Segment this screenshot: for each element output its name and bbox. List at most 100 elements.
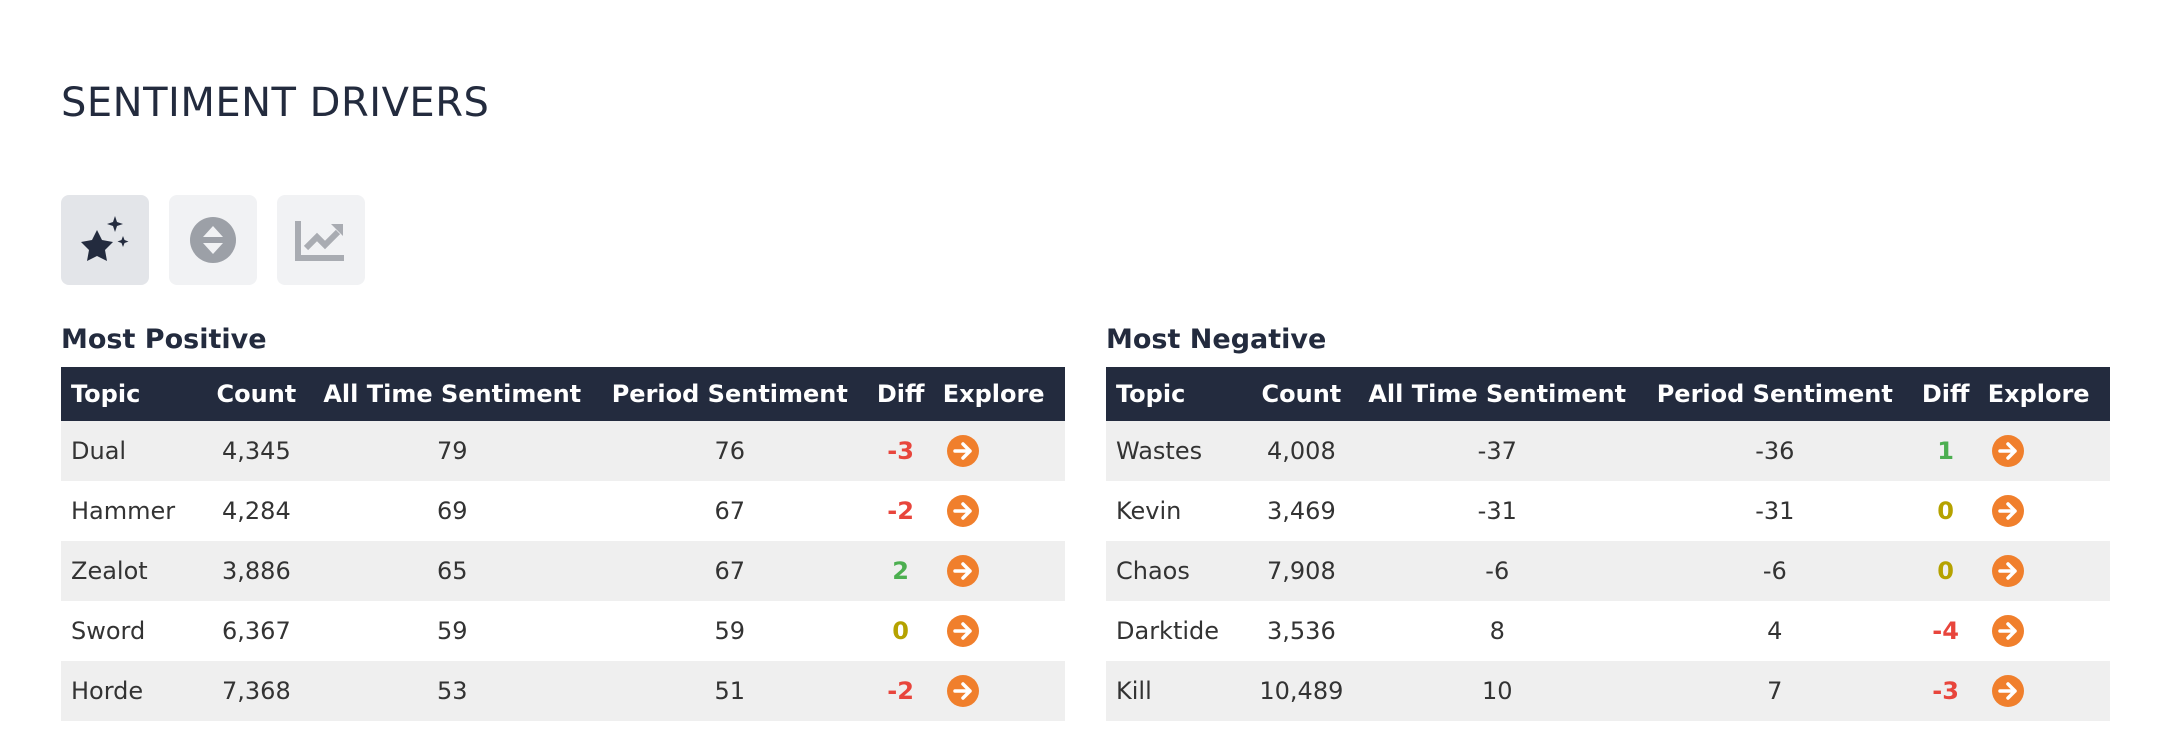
sort-icon <box>190 217 236 263</box>
table-cell: 8 <box>1489 617 1505 645</box>
table-cell: 4 <box>1767 617 1783 645</box>
favorites-button[interactable] <box>61 195 149 285</box>
table-cell: Wastes <box>1106 421 1245 481</box>
table-cell: Hammer <box>71 497 176 525</box>
table-cell: 10,489 <box>1244 661 1359 721</box>
table-panel: Most Negative Topic Count All Time Sentimen… <box>1106 324 2110 721</box>
table-row: Dual 4,345 79 76 -3 <box>61 421 1065 481</box>
table-head: Topic Count All Time Sentiment Period Senti… <box>1106 367 2110 421</box>
table-cell: Kill <box>1106 661 1245 721</box>
table-title: Most Positive <box>61 324 267 355</box>
table-cell: 10 <box>1358 661 1637 721</box>
column-header: Topic <box>61 367 200 421</box>
explore-cell <box>932 661 1065 721</box>
page-title: SENTIMENT DRIVERS <box>61 80 490 126</box>
diff-cell: 0 <box>1913 541 1978 601</box>
table-row: Chaos 7,908 -6 -6 0 <box>1106 541 2110 601</box>
explore-cell <box>1978 481 2110 541</box>
column-header: Count <box>199 367 314 421</box>
table-cell: 65 <box>313 541 592 601</box>
table-cell: 67 <box>591 541 869 601</box>
explore-button[interactable] <box>1991 434 2025 468</box>
explore-button[interactable] <box>1991 494 2025 528</box>
explore-button[interactable] <box>946 554 980 588</box>
table-cell: 7 <box>1636 661 1914 721</box>
table-title: Most Negative <box>1106 324 1327 355</box>
table-row: Kevin 3,469 -31 -31 0 <box>1106 481 2110 541</box>
table-body: Dual 4,345 79 76 -3 Hammer 4,284 69 67 -2 Zealot 3,… <box>61 421 1065 721</box>
table-cell: Darktide <box>1116 617 1220 645</box>
table-cell: 4,008 <box>1244 421 1359 481</box>
column-header: Explore <box>932 367 1065 421</box>
table-body: Wastes 4,008 -37 -36 1 Kevin 3,469 -31 -31 0 Chaos… <box>1106 421 2110 721</box>
diff-cell: -4 <box>1932 617 1959 645</box>
diff-cell: 0 <box>892 617 909 645</box>
table-cell: -6 <box>1358 541 1637 601</box>
table-row: Darktide 3,536 8 4 -4 <box>1106 601 2110 661</box>
explore-cell <box>1977 421 2110 481</box>
table-cell: Zealot <box>61 541 200 601</box>
column-header: Diff <box>1913 367 1978 421</box>
data-table: Topic Count All Time Sentiment Period Senti… <box>1106 367 2110 721</box>
diff-cell: -3 <box>1913 661 1978 721</box>
data-table: Topic Count All Time Sentiment Period Senti… <box>61 367 1065 721</box>
table-cell: 3,469 <box>1267 497 1336 525</box>
table-cell: Dual <box>61 421 200 481</box>
star-icon <box>81 216 129 261</box>
table-cell: 3,536 <box>1267 617 1336 645</box>
diff-cell: -3 <box>868 421 933 481</box>
table-panel: Most Positive Topic Count All Time Sentimen… <box>61 324 1065 721</box>
explore-button[interactable] <box>946 494 980 528</box>
table-cell: 59 <box>436 617 468 645</box>
table-cell: -31 <box>1755 497 1795 525</box>
explore-button[interactable] <box>1991 554 2025 588</box>
column-header: Diff <box>868 367 933 421</box>
table-cell: 4,284 <box>222 497 291 525</box>
table-cell: 69 <box>436 497 468 525</box>
table-cell: Sword <box>71 617 146 645</box>
column-header: Explore <box>1977 367 2110 421</box>
header-row: Topic Count All Time Sentiment Period Senti… <box>61 367 1065 421</box>
diff-cell: 2 <box>868 541 933 601</box>
column-header: Topic <box>1106 367 1245 421</box>
table-cell: -36 <box>1636 421 1914 481</box>
explore-cell <box>933 481 1065 541</box>
explore-cell <box>1977 541 2110 601</box>
table-cell: Chaos <box>1106 541 1245 601</box>
column-header: Period Sentiment <box>1636 367 1914 421</box>
header-row: Topic Count All Time Sentiment Period Senti… <box>1106 367 2110 421</box>
table-cell: 51 <box>591 661 869 721</box>
trend-button[interactable] <box>277 195 365 285</box>
diff-cell: -2 <box>887 497 914 525</box>
explore-button[interactable] <box>946 674 980 708</box>
explore-button[interactable] <box>946 434 980 468</box>
table-cell: 79 <box>313 421 592 481</box>
explore-button[interactable] <box>1991 674 2025 708</box>
diff-cell: -2 <box>868 661 933 721</box>
table-cell: 3,886 <box>199 541 314 601</box>
explore-cell <box>932 541 1065 601</box>
trend-icon <box>295 221 344 261</box>
table-cell: -31 <box>1477 497 1517 525</box>
table-cell: 67 <box>714 497 746 525</box>
table-row: Hammer 4,284 69 67 -2 <box>61 481 1065 541</box>
table-row: Kill 10,489 10 7 -3 <box>1106 661 2110 721</box>
table-row: Sword 6,367 59 59 0 <box>61 601 1065 661</box>
table-cell: 53 <box>313 661 592 721</box>
table-cell: -6 <box>1636 541 1914 601</box>
table-head: Topic Count All Time Sentiment Period Senti… <box>61 367 1065 421</box>
table-cell: 4,345 <box>199 421 314 481</box>
table-cell: 7,368 <box>199 661 314 721</box>
table-cell: Kevin <box>1116 497 1182 525</box>
explore-cell <box>1977 661 2110 721</box>
explore-button[interactable] <box>1991 614 2025 648</box>
table-row: Zealot 3,886 65 67 2 <box>61 541 1065 601</box>
table-row: Wastes 4,008 -37 -36 1 <box>1106 421 2110 481</box>
explore-button[interactable] <box>946 614 980 648</box>
table-cell: -37 <box>1358 421 1637 481</box>
column-header: Count <box>1244 367 1359 421</box>
table-cell: 7,908 <box>1244 541 1359 601</box>
sort-button[interactable] <box>169 195 257 285</box>
column-header: All Time Sentiment <box>313 367 592 421</box>
